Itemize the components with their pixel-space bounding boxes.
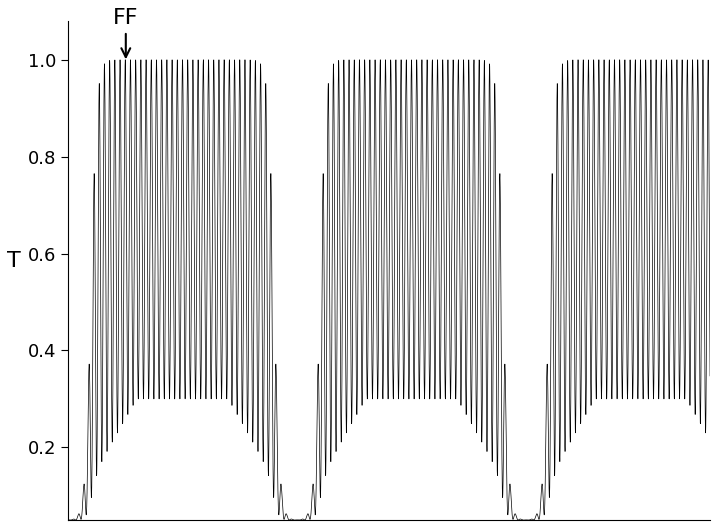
Text: FF: FF [113,8,138,57]
Y-axis label: T: T [7,250,21,270]
